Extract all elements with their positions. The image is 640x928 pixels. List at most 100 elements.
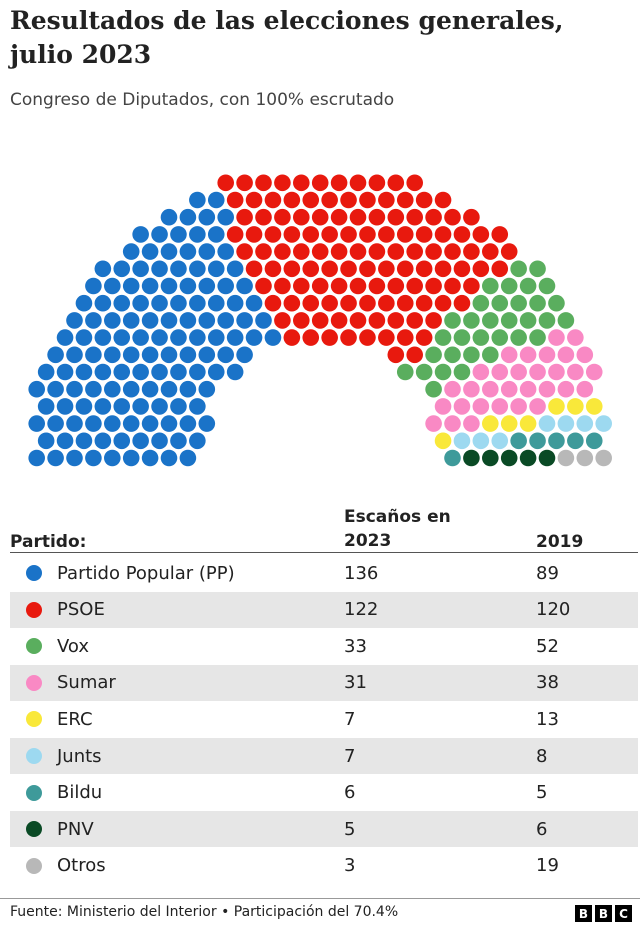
seat-partido-popular-pp xyxy=(141,243,159,260)
seat-psoe xyxy=(387,346,405,364)
seat-junts xyxy=(538,415,556,432)
seat-psoe xyxy=(378,329,395,346)
seat-partido-popular-pp xyxy=(132,329,149,346)
seats-2019: 8 xyxy=(536,745,548,767)
seat-partido-popular-pp xyxy=(207,363,225,381)
seats-2023: 31 xyxy=(344,672,367,694)
party-name: Partido Popular (PP) xyxy=(57,562,235,584)
seats-2023: 122 xyxy=(344,599,379,621)
seat-psoe xyxy=(349,312,367,329)
seat-partido-popular-pp xyxy=(56,329,74,346)
seat-partido-popular-pp xyxy=(179,243,197,260)
seat-vox xyxy=(510,260,527,278)
seats-2019: 19 xyxy=(536,855,559,877)
seat-psoe xyxy=(453,226,471,243)
seat-partido-popular-pp xyxy=(198,277,216,295)
seat-psoe xyxy=(349,174,367,192)
seat-partido-popular-pp xyxy=(85,449,102,467)
seat-partido-popular-pp xyxy=(179,312,197,329)
seats-2023: 5 xyxy=(344,818,356,840)
seat-psoe xyxy=(274,243,291,260)
seat-psoe xyxy=(406,277,424,295)
seat-psoe xyxy=(368,243,386,260)
seat-partido-popular-pp xyxy=(122,277,140,295)
seat-partido-popular-pp xyxy=(132,363,149,381)
seat-partido-popular-pp xyxy=(170,260,187,278)
seat-partido-popular-pp xyxy=(85,415,102,432)
seat-partido-popular-pp xyxy=(151,329,168,346)
seat-partido-popular-pp xyxy=(28,449,45,467)
seat-partido-popular-pp xyxy=(160,243,178,260)
seat-sumar xyxy=(576,346,594,364)
seat-partido-popular-pp xyxy=(132,260,149,278)
seat-partido-popular-pp xyxy=(236,312,253,329)
seat-psoe xyxy=(274,312,291,329)
seat-vox xyxy=(510,294,527,312)
seat-partido-popular-pp xyxy=(94,294,112,312)
seat-erc xyxy=(585,398,603,415)
seat-psoe xyxy=(302,329,320,346)
seat-partido-popular-pp xyxy=(141,346,159,364)
seat-sumar xyxy=(538,380,556,398)
seat-partido-popular-pp xyxy=(189,432,206,450)
party-name: Bildu xyxy=(57,782,103,804)
seat-psoe xyxy=(340,260,357,278)
seat-psoe xyxy=(217,174,234,192)
seat-psoe xyxy=(245,226,263,243)
seat-pnv xyxy=(482,449,499,467)
seat-psoe xyxy=(396,191,414,209)
seat-partido-popular-pp xyxy=(104,346,121,364)
seat-psoe xyxy=(330,277,348,295)
seat-psoe xyxy=(453,260,471,278)
seat-psoe xyxy=(387,208,405,226)
seat-psoe xyxy=(415,294,433,312)
seat-psoe xyxy=(283,191,301,209)
seat-psoe xyxy=(255,208,272,226)
seat-psoe xyxy=(226,191,244,209)
seat-partido-popular-pp xyxy=(94,329,112,346)
seat-psoe xyxy=(396,226,414,243)
seat-psoe xyxy=(264,294,282,312)
seat-psoe xyxy=(349,277,367,295)
seat-psoe xyxy=(311,174,329,192)
seat-partido-popular-pp xyxy=(217,346,234,364)
seat-sumar xyxy=(491,398,509,415)
seat-partido-popular-pp xyxy=(245,294,263,312)
seat-junts xyxy=(472,432,490,450)
table-row: PNV 5 6 xyxy=(10,811,638,848)
seat-erc xyxy=(434,432,452,450)
seat-vox xyxy=(444,312,461,329)
seat-otros xyxy=(595,449,612,467)
seat-partido-popular-pp xyxy=(198,415,216,432)
seat-psoe xyxy=(359,329,376,346)
chart-subtitle: Congreso de Diputados, con 100% escrutad… xyxy=(10,90,395,110)
seat-psoe xyxy=(396,260,414,278)
seats-2023: 6 xyxy=(344,782,356,804)
seat-vox xyxy=(472,294,490,312)
seat-psoe xyxy=(293,174,310,192)
seat-partido-popular-pp xyxy=(37,398,55,415)
table-row: Otros 3 19 xyxy=(10,848,638,884)
seat-psoe xyxy=(236,243,253,260)
seat-vox xyxy=(434,329,452,346)
seat-partido-popular-pp xyxy=(37,363,55,381)
seat-psoe xyxy=(444,208,461,226)
seat-partido-popular-pp xyxy=(85,277,102,295)
seat-partido-popular-pp xyxy=(66,449,83,467)
seat-partido-popular-pp xyxy=(94,260,112,278)
seat-partido-popular-pp xyxy=(170,398,187,415)
seat-erc xyxy=(567,398,584,415)
seat-partido-popular-pp xyxy=(37,432,55,450)
seat-partido-popular-pp xyxy=(264,329,282,346)
seat-sumar xyxy=(557,346,575,364)
seat-psoe xyxy=(444,243,461,260)
table-row: PSOE 122 120 xyxy=(10,591,638,628)
seat-sumar xyxy=(500,380,518,398)
seat-partido-popular-pp xyxy=(113,432,131,450)
seat-psoe xyxy=(274,208,291,226)
seat-partido-popular-pp xyxy=(236,346,253,364)
seat-partido-popular-pp xyxy=(122,380,140,398)
seat-psoe xyxy=(425,243,442,260)
seat-partido-popular-pp xyxy=(85,380,102,398)
table-row: Bildu 6 5 xyxy=(10,775,638,811)
